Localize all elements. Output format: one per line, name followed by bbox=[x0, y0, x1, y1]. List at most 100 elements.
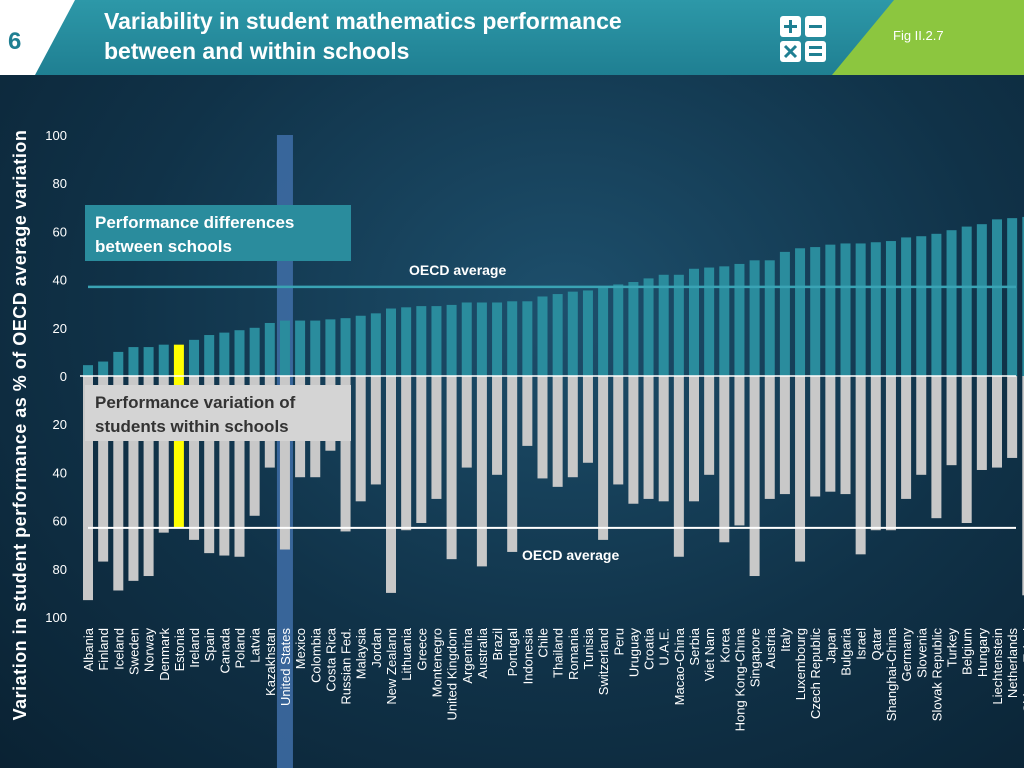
category-label: United States bbox=[278, 628, 293, 707]
category-label: Thailand bbox=[551, 628, 566, 678]
bar-within bbox=[401, 376, 412, 531]
bar-within bbox=[779, 376, 790, 495]
bar-between bbox=[507, 301, 518, 376]
category-label: Iceland bbox=[111, 628, 126, 670]
bar-within bbox=[795, 376, 806, 562]
bar-between bbox=[113, 351, 124, 376]
bar-within bbox=[704, 376, 715, 475]
bar-between bbox=[885, 241, 896, 376]
category-label: Spain bbox=[202, 628, 217, 661]
bar-within bbox=[992, 376, 1002, 468]
bar-within bbox=[522, 376, 533, 446]
bar-within bbox=[719, 376, 730, 543]
bar-within bbox=[234, 376, 245, 557]
bar-within bbox=[976, 376, 987, 470]
bar-within bbox=[279, 376, 290, 550]
bar-between bbox=[295, 320, 306, 376]
bar-between bbox=[128, 347, 139, 376]
category-label: Switzerland bbox=[596, 628, 611, 695]
category-label: Slovak Republic bbox=[929, 628, 944, 722]
bar-between bbox=[946, 230, 957, 376]
bar-within bbox=[98, 376, 109, 562]
bar-between bbox=[173, 344, 184, 376]
category-label: Jordan bbox=[369, 628, 384, 668]
bar-within bbox=[173, 376, 184, 528]
bar-within bbox=[476, 376, 487, 567]
bar-between bbox=[855, 243, 866, 376]
category-label: Finland bbox=[96, 628, 111, 671]
category-label: Latvia bbox=[248, 627, 263, 662]
bar-within bbox=[386, 376, 396, 593]
bar-between bbox=[582, 290, 593, 376]
bar-between bbox=[764, 260, 775, 376]
category-label: Netherlands bbox=[1005, 628, 1020, 699]
category-label: Luxembourg bbox=[793, 628, 808, 700]
category-label: Sweden bbox=[126, 628, 141, 675]
title-line-2: between and within schools bbox=[104, 38, 410, 64]
bar-between bbox=[310, 320, 321, 376]
y-tick-label-down: 40 bbox=[53, 465, 67, 480]
category-label: Israel bbox=[854, 628, 869, 660]
bar-between bbox=[325, 319, 336, 376]
bar-within bbox=[461, 376, 472, 468]
bar-between bbox=[810, 247, 821, 376]
bar-between bbox=[143, 347, 154, 376]
bar-within bbox=[340, 376, 351, 532]
y-tick-label-up: 80 bbox=[53, 176, 67, 191]
bar-within bbox=[658, 376, 669, 502]
callout-between-schools: Performance differences between schools bbox=[85, 205, 351, 261]
bar-between bbox=[673, 274, 684, 376]
bar-within bbox=[673, 376, 684, 557]
figure-label: Fig II.2.7 bbox=[893, 28, 944, 43]
category-label: Germany bbox=[899, 628, 914, 682]
y-tick-label-up: 60 bbox=[53, 224, 67, 239]
category-label: U.A.E. bbox=[657, 628, 672, 666]
bar-within bbox=[916, 376, 927, 475]
bar-between bbox=[643, 278, 654, 376]
bar-between bbox=[234, 330, 245, 376]
bar-between bbox=[492, 302, 503, 376]
title-line-1: Variability in student mathematics perfo… bbox=[104, 8, 622, 34]
category-label: Norway bbox=[142, 628, 157, 673]
bar-between bbox=[734, 263, 745, 376]
category-label: Mexico bbox=[293, 628, 308, 669]
bar-between bbox=[204, 335, 215, 376]
bar-within bbox=[734, 376, 745, 526]
bar-within bbox=[416, 376, 427, 524]
category-label: Chinese Taipei bbox=[1020, 628, 1024, 713]
bar-between bbox=[749, 260, 760, 376]
callout-within-schools: Performance variation of students within… bbox=[85, 385, 351, 441]
bar-between bbox=[249, 327, 260, 376]
category-label: Chile bbox=[536, 628, 551, 658]
bar-between bbox=[340, 318, 351, 376]
category-label: Tunisia bbox=[581, 627, 596, 669]
bar-within bbox=[83, 376, 93, 601]
bar-between bbox=[795, 248, 806, 376]
y-tick-label-up: 0 bbox=[60, 369, 67, 384]
bar-within bbox=[552, 376, 563, 487]
bar-within bbox=[567, 376, 578, 478]
bar-between bbox=[370, 313, 381, 376]
y-tick-label-down: 20 bbox=[53, 417, 67, 432]
bar-between bbox=[189, 339, 200, 376]
category-label: Argentina bbox=[460, 627, 475, 683]
oecd-average-label-within: OECD average bbox=[522, 547, 619, 563]
bar-between bbox=[658, 274, 669, 376]
category-label: Hong Kong-China bbox=[732, 627, 747, 731]
bar-within bbox=[643, 376, 654, 499]
bar-between bbox=[704, 267, 715, 376]
category-label: Italy bbox=[778, 628, 793, 652]
category-label: Japan bbox=[823, 628, 838, 663]
bar-between bbox=[446, 304, 457, 376]
bar-within bbox=[431, 376, 442, 499]
category-label: Poland bbox=[233, 628, 248, 668]
bar-between bbox=[689, 268, 699, 376]
category-label: Romania bbox=[566, 627, 581, 680]
bar-within bbox=[249, 376, 260, 516]
category-label: Australia bbox=[475, 627, 490, 678]
category-label: Ireland bbox=[187, 628, 202, 668]
category-label: Colombia bbox=[308, 627, 323, 683]
bar-between bbox=[83, 365, 93, 376]
category-label: Uruguay bbox=[626, 628, 641, 678]
